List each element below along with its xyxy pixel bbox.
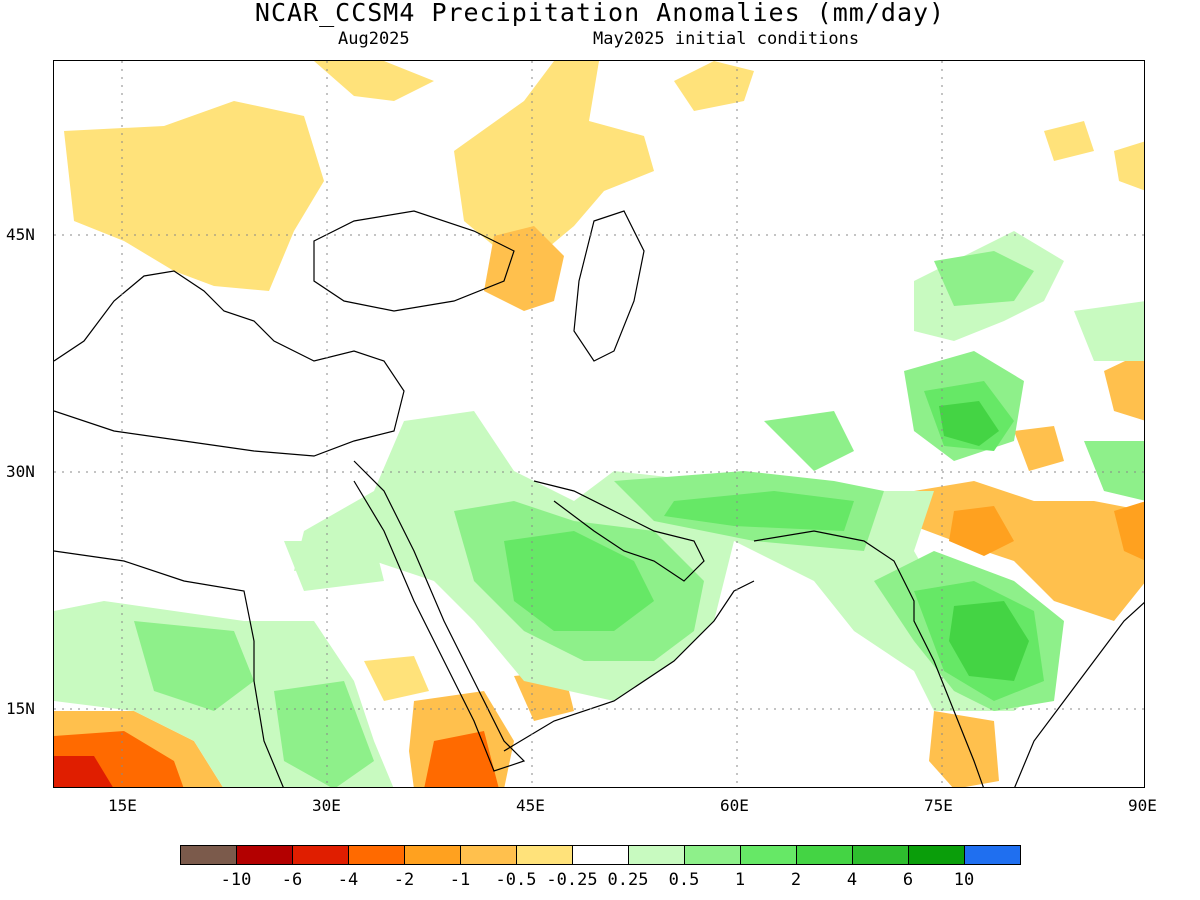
colorbar-swatch	[404, 845, 461, 865]
anomaly-blob	[54, 756, 113, 787]
x-tick-60e: 60E	[720, 796, 749, 815]
map-title: NCAR_CCSM4 Precipitation Anomalies (mm/d…	[254, 0, 946, 27]
anomaly-blob	[1044, 121, 1094, 161]
gulf-coast	[533, 480, 705, 582]
colorbar-swatch	[796, 845, 853, 865]
colorbar-label: 6	[902, 870, 914, 890]
colorbar-swatch	[460, 845, 517, 865]
x-tick-45e: 45E	[516, 796, 545, 815]
colorbar-swatch	[964, 845, 1021, 865]
y-tick-15n: 15N	[6, 699, 35, 718]
anomaly-blob	[424, 731, 499, 787]
anomaly-blob	[454, 61, 654, 251]
colorbar	[180, 845, 1021, 867]
colorbar-label: -0.25	[546, 870, 598, 890]
anomaly-blob	[939, 401, 999, 446]
anomaly-blob	[284, 541, 384, 591]
anomaly-blob	[949, 601, 1029, 681]
mediterranean-coast	[54, 270, 405, 457]
colorbar-swatch	[292, 845, 349, 865]
map-plot-area	[53, 60, 1145, 788]
anomaly-blob	[364, 656, 429, 701]
anomaly-blob	[484, 226, 564, 311]
colorbar-swatch	[852, 845, 909, 865]
colorbar-label: -6	[281, 870, 303, 890]
anomaly-blob	[504, 531, 654, 631]
anomaly-blob	[674, 61, 754, 111]
anomaly-blob	[1074, 301, 1144, 361]
colorbar-label: -2	[393, 870, 415, 890]
colorbar-swatch	[572, 845, 629, 865]
anomaly-blob	[664, 491, 854, 531]
anomaly-blob	[1114, 141, 1144, 191]
anomaly-blob	[764, 411, 854, 471]
red-sea-coast	[353, 460, 526, 772]
colorbar-swatch	[516, 845, 573, 865]
africa-border	[54, 550, 284, 787]
x-tick-90e: 90E	[1128, 796, 1157, 815]
anomaly-blob	[1084, 441, 1144, 501]
colorbar-swatch	[908, 845, 965, 865]
colorbar-label: -1	[449, 870, 471, 890]
anomaly-blob	[1114, 501, 1144, 561]
anomaly-blob	[949, 506, 1014, 556]
colorbar-label: -10	[220, 870, 252, 890]
anomaly-blob	[929, 711, 999, 787]
anomaly-map	[54, 61, 1144, 787]
colorbar-label: 0.5	[668, 870, 700, 890]
colorbar-label: 10	[953, 870, 975, 890]
colorbar-label: 0.25	[607, 870, 649, 890]
anomaly-blob	[134, 621, 254, 711]
x-tick-15e: 15E	[108, 796, 137, 815]
colorbar-swatch	[740, 845, 797, 865]
x-tick-75e: 75E	[924, 796, 953, 815]
colorbar-swatch	[236, 845, 293, 865]
negative-anomaly-layer	[54, 61, 1144, 787]
grid-layer	[54, 61, 1144, 787]
init-conditions-label: May2025 initial conditions	[593, 29, 860, 49]
colorbar-swatch	[348, 845, 405, 865]
caspian-coast	[573, 210, 645, 362]
colorbar-label: -0.5	[495, 870, 537, 890]
colorbar-label: 2	[790, 870, 802, 890]
anomaly-blob	[274, 681, 374, 787]
colorbar-label: -4	[337, 870, 359, 890]
arabia-south-coast	[503, 580, 755, 752]
anomaly-blob	[934, 251, 1034, 306]
black-sea-coast	[313, 210, 515, 312]
india-east-coast	[1014, 602, 1144, 787]
y-tick-30n: 30N	[6, 462, 35, 481]
y-tick-45n: 45N	[6, 225, 35, 244]
colorbar-swatch	[684, 845, 741, 865]
anomaly-blob	[1104, 351, 1144, 421]
valid-month-label: Aug2025	[338, 29, 410, 49]
x-tick-30e: 30E	[312, 796, 341, 815]
anomaly-blob	[314, 61, 434, 101]
pakistan-india-coast	[753, 530, 984, 787]
anomaly-blob	[1014, 426, 1064, 471]
colorbar-swatch	[628, 845, 685, 865]
colorbar-label: 1	[734, 870, 746, 890]
colorbar-label: 4	[846, 870, 858, 890]
colorbar-swatch	[180, 845, 237, 865]
anomaly-blob	[64, 101, 324, 291]
coastline-layer	[54, 210, 1144, 787]
